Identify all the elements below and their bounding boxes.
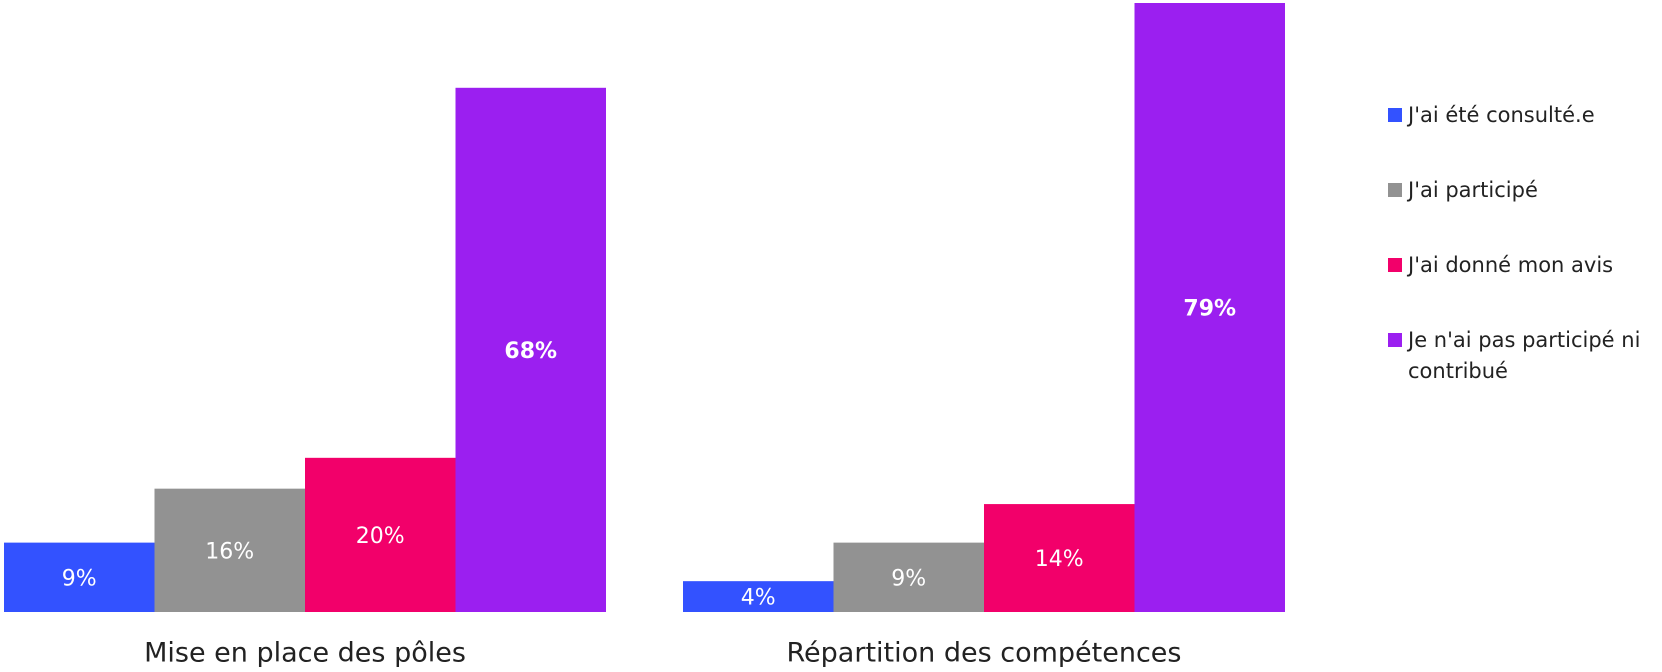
legend-swatch	[1388, 333, 1402, 347]
bar	[833, 542, 984, 612]
legend-item: J'ai donné mon avis	[1388, 250, 1658, 281]
value-label: 68%	[504, 339, 557, 364]
value-label: 20%	[356, 524, 405, 549]
value-label: 9%	[891, 566, 926, 591]
legend-item: J'ai participé	[1388, 175, 1658, 206]
value-label: 9%	[62, 566, 97, 591]
legend-label: Je n'ai pas participé ni contribué	[1408, 328, 1641, 383]
bar	[305, 457, 456, 612]
value-label: 16%	[205, 539, 254, 564]
category-label: Mise en place des pôles	[144, 638, 466, 669]
bar	[4, 542, 155, 612]
bar	[984, 504, 1135, 612]
bar	[154, 488, 305, 612]
value-label: 79%	[1183, 297, 1236, 322]
chart: 9% 16% 20% 68% Mise en place des pôles 4% 9% 14…	[4, 3, 1285, 669]
legend-label: J'ai donné mon avis	[1408, 253, 1614, 277]
legend-label: J'ai été consulté.e	[1408, 103, 1595, 127]
legend-swatch	[1388, 183, 1402, 197]
legend: J'ai été consulté.e J'ai participé J'ai do…	[1388, 100, 1658, 431]
value-label: 4%	[741, 586, 776, 611]
legend-item: Je n'ai pas participé ni contribué	[1388, 325, 1658, 387]
legend-item: J'ai été consulté.e	[1388, 100, 1658, 131]
bar	[683, 581, 834, 612]
value-label: 14%	[1035, 547, 1084, 572]
legend-swatch	[1388, 108, 1402, 122]
category-label: Répartition des compétences	[787, 638, 1182, 669]
legend-swatch	[1388, 258, 1402, 272]
legend-label: J'ai participé	[1408, 178, 1538, 202]
bar	[1134, 3, 1285, 612]
bar	[455, 87, 606, 612]
